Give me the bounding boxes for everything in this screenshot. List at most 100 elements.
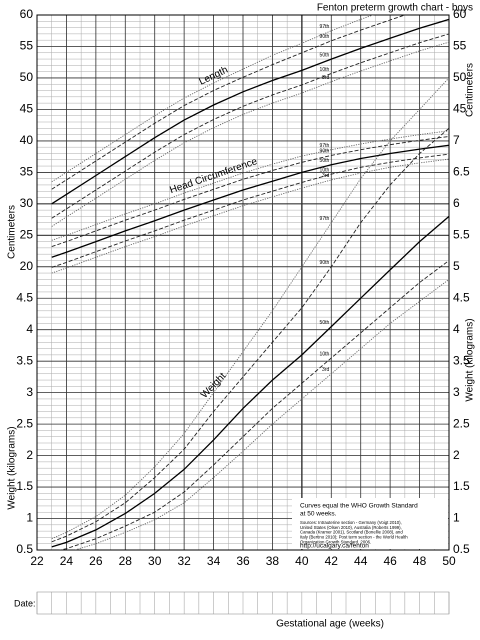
y-tick-label: 55 [20, 39, 34, 53]
y-tick-label: 50 [20, 70, 34, 84]
y2-tick-label: 5 [453, 259, 460, 273]
x-tick-label: 40 [295, 554, 309, 568]
curve [58, 260, 449, 550]
y-axis-title: Centimeters [465, 63, 476, 117]
y2-tick-label: 1.5 [453, 479, 470, 493]
percentile-label: 3rd [322, 173, 329, 179]
y-tick-label-right: 45 [453, 102, 467, 116]
curve [51, 153, 449, 268]
note-source: United States (Olsen 2010), Australia (R… [300, 525, 402, 530]
y2-tick-label-left: 3.5 [16, 353, 33, 367]
y2-tick-label-left: 2.5 [16, 416, 33, 430]
percentile-label: 3rd [322, 75, 329, 81]
y2-tick-label-left: 4.5 [16, 290, 33, 304]
y2-tick-label-left: 4 [26, 322, 33, 336]
y2-tick-label: 6.5 [453, 165, 470, 179]
y2-tick-label: 1 [453, 511, 460, 525]
y-tick-label: 35 [20, 165, 34, 179]
y2-tick-label: 6 [453, 196, 460, 210]
x-axis-title: Gestational age (weeks) [276, 619, 384, 630]
y-tick-label: 60 [20, 7, 34, 21]
curve [51, 15, 375, 183]
curves [51, 15, 449, 550]
curve [51, 15, 407, 190]
note-title: Curves equal the WHO Growth Standard [300, 503, 418, 510]
date-label: Date: [14, 598, 36, 608]
y-tick-label-right: 50 [453, 70, 467, 84]
percentile-label: 90th [320, 149, 330, 155]
curve [51, 41, 449, 227]
y2-tick-label-left: 0.5 [16, 542, 33, 556]
y2-axis-title: Weight (kilograms) [465, 318, 476, 401]
y2-tick-label: 2.5 [453, 416, 470, 430]
y2-tick-label-left: 1 [26, 511, 33, 525]
note-box [292, 498, 448, 549]
curve [51, 18, 449, 205]
y-tick-label: 30 [20, 196, 34, 210]
x-tick-label: 28 [119, 554, 133, 568]
y2-tick-label: 4.5 [453, 290, 470, 304]
percentile-label: 90th [320, 34, 330, 40]
curve [51, 77, 449, 540]
percentile-label: 3rd [322, 367, 329, 373]
x-tick-label: 32 [177, 554, 191, 568]
percentile-label: 50th [320, 52, 330, 58]
x-tick-label: 36 [236, 554, 250, 568]
y2-tick-label: 3.5 [453, 353, 470, 367]
y-tick-label: 25 [20, 227, 34, 241]
y2-tick-label-left: 3 [26, 385, 33, 399]
y2-tick-label: 5.5 [453, 227, 470, 241]
x-tick-label: 46 [383, 554, 397, 568]
note-source: Organization Growth Standard, 2006. [300, 539, 371, 544]
y2-tick-label: 4 [453, 322, 460, 336]
x-tick-label: 34 [207, 554, 221, 568]
curve [51, 130, 449, 241]
percentile-label: 10th [320, 168, 330, 174]
x-tick-label: 42 [325, 554, 339, 568]
curve [73, 279, 449, 550]
curve [51, 136, 449, 248]
note-title: at 50 weeks. [300, 511, 337, 518]
y2-tick-label: 2 [453, 448, 460, 462]
percentile-label: 97th [320, 24, 330, 30]
x-tick-label: 22 [30, 554, 44, 568]
x-tick-label: 44 [354, 554, 368, 568]
y-tick-label-right: 55 [453, 39, 467, 53]
y-tick-label: 45 [20, 102, 34, 116]
y2-tick-label: 3 [453, 385, 460, 399]
note-source: Canada (Kramer 2001), Scotland (Bonellie… [300, 530, 403, 535]
percentile-label: 97th [320, 216, 330, 222]
curve [51, 158, 449, 274]
percentile-label: 50th [320, 320, 330, 326]
x-tick-label: 30 [148, 554, 162, 568]
x-tick-label: 38 [266, 554, 280, 568]
chart-title: Fenton preterm growth chart - boys [317, 3, 473, 14]
percentile-label: 10th [320, 67, 330, 73]
x-tick-label: 50 [442, 554, 456, 568]
y-axis-title: Centimeters [7, 205, 18, 259]
y2-tick-label-left: 2 [26, 448, 33, 462]
y-tick-label: 40 [20, 133, 34, 147]
curve [51, 144, 449, 258]
percentile-label: 97th [320, 143, 330, 149]
plot-frame [36, 14, 450, 551]
curve [51, 33, 449, 219]
y-tick-label-right: 60 [453, 7, 467, 21]
curve [51, 215, 449, 548]
note-source: Italy (Bertino 2010); Post term section … [300, 535, 408, 540]
percentile-label: 50th [320, 158, 330, 164]
x-tick-label: 24 [60, 554, 74, 568]
curve [51, 127, 449, 543]
percentile-label: 10th [320, 351, 330, 357]
y2-tick-label-left: 1.5 [16, 479, 33, 493]
x-tick-label: 26 [89, 554, 103, 568]
y2-tick-label: 0.5 [453, 542, 470, 556]
y2-axis-title: Weight (kilograms) [7, 426, 18, 509]
y-tick-label: 20 [20, 259, 34, 273]
note-url: http://ucalgary.ca/fenton [300, 543, 369, 550]
x-tick-label: 48 [413, 554, 427, 568]
y2-tick-label: 7 [453, 133, 460, 147]
note-source: Sources: Intrauterine section - Germany … [300, 520, 402, 525]
